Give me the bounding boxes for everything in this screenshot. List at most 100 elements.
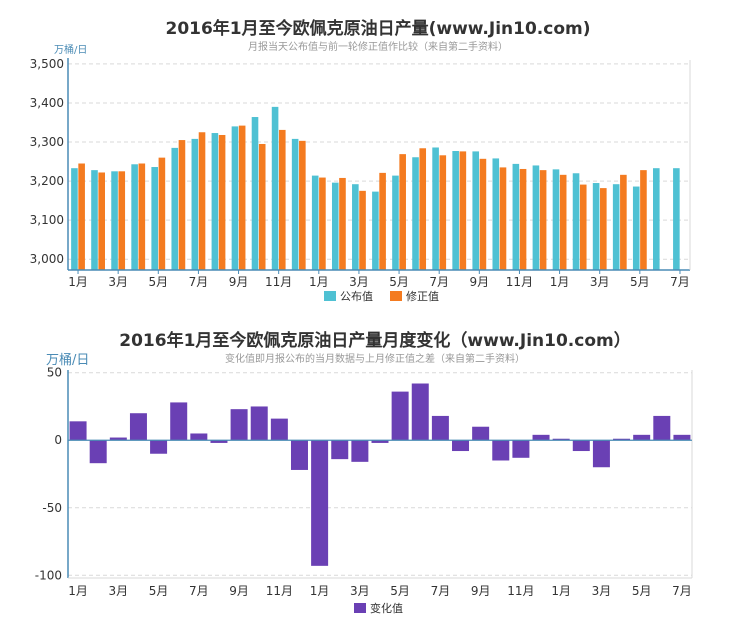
chart2-gridlines [68, 372, 692, 576]
chart2-bar-change [109, 437, 127, 441]
chart1-bar-revised [238, 125, 246, 270]
chart2-title: 2016年1月至今欧佩克原油日产量月度变化（www.Jin10.com） [119, 330, 630, 351]
chart2-bar-change [411, 383, 429, 441]
chart2-x-tick-label: 1月 [68, 584, 88, 598]
chart1-x-tick-label: 1月 [309, 275, 329, 289]
chart2-legend-label-change: 变化值 [370, 601, 403, 615]
chart2-bar-change [431, 415, 449, 441]
chart2-y-tick-label: -50 [42, 501, 62, 515]
chart1-bar-published [532, 165, 540, 270]
chart1-bar-revised [158, 157, 166, 270]
chart2-bar-change [371, 440, 389, 443]
chart1-bar-published [392, 175, 399, 270]
chart2-x-tick-label: 7月 [189, 584, 209, 598]
chart1-x-tick-label: 9月 [470, 275, 490, 289]
chart2-x-tick-label: 3月 [350, 584, 370, 598]
chart2-bar-change [653, 415, 671, 441]
chart2-x-tick-label: 9月 [229, 584, 249, 598]
chart1-bar-revised [258, 143, 266, 270]
chart2-bar-change [613, 438, 631, 441]
chart1-x-tick-label: 11月 [265, 275, 292, 289]
chart1-bar-revised [439, 155, 447, 270]
chart1-bar-revised [459, 151, 467, 270]
chart1-x-tick-label: 5月 [148, 275, 168, 289]
chart1-bar-revised [218, 134, 226, 270]
chart1-unit-label: 万桶/日 [54, 43, 87, 56]
chart2-bar-change [391, 391, 409, 441]
chart2-axes: 50 0 -50 -100 1月 3月 5月 7月 9月 11月 1月 3月 5月 7月 9月 11月 1月 3月… [35, 366, 693, 598]
chart1-bar-published [572, 173, 580, 270]
chart1-y-tick-label: 3,500 [30, 57, 64, 71]
chart2-bar-change [290, 440, 308, 470]
chart1-bar-published [71, 168, 78, 270]
chart2-bars [69, 383, 691, 566]
chart2-x-tick-label: 1月 [551, 584, 571, 598]
chart2-bar-change [210, 440, 228, 443]
chart2-bar-change [311, 440, 329, 566]
chart1-bar-published [331, 182, 339, 270]
chart2-x-tick-label: 5月 [632, 584, 652, 598]
chart1-bar-published [211, 133, 219, 270]
chart1-bars [71, 106, 680, 271]
chart2-bar-change [129, 413, 147, 441]
chart1-x-tick-label: 7月 [429, 275, 449, 289]
chart2-bar-change [592, 440, 610, 468]
chart2-bar-change [633, 434, 651, 441]
chart1-bar-revised [579, 184, 587, 270]
chart2-bar-change [492, 440, 510, 461]
chart1-bar-revised [379, 172, 386, 270]
chart2-bar-change [512, 440, 530, 458]
chart1-legend-swatch-revised [390, 291, 402, 301]
chart1-bar-revised [399, 154, 406, 270]
chart2-x-tick-label: 11月 [507, 584, 534, 598]
chart1-bar-published [612, 184, 620, 270]
chart2-bar-change [250, 406, 268, 441]
chart2-unit-label: 万桶/日 [46, 353, 89, 368]
chart2-bar-change [552, 438, 570, 441]
chart1-x-tick-label: 1月 [550, 275, 570, 289]
chart1-bar-revised [198, 132, 206, 270]
chart2-x-tick-label: 7月 [672, 584, 692, 598]
chart1-bar-published [131, 164, 138, 270]
chart1-bar-published [673, 168, 680, 270]
chart2-bar-change [452, 440, 470, 452]
chart1-legend: 公布值 修正值 [324, 289, 439, 303]
chart1-x-tick-label: 1月 [68, 275, 88, 289]
chart2-legend: 变化值 [354, 601, 403, 615]
chart1-bar-published [111, 171, 118, 270]
chart1-bar-published [472, 151, 480, 270]
chart1-bar-published [432, 147, 439, 270]
chart1-bar-revised [138, 163, 146, 270]
chart2-subtitle: 变化值即月报公布的当月数据与上月修正值之差（来自第二手资料） [225, 352, 525, 365]
chart2-bar-change [351, 440, 369, 462]
chart1-legend-label-published: 公布值 [340, 290, 373, 303]
chart1-bar-published [251, 117, 259, 270]
chart2-x-tick-label: 9月 [471, 584, 491, 598]
chart1-y-tick-label: 3,100 [30, 213, 64, 227]
chart1-x-tick-label: 11月 [506, 275, 533, 289]
chart1-legend-swatch-published [324, 291, 336, 301]
chart1-bar-revised [539, 170, 547, 270]
chart2-y-tick-label: 50 [47, 366, 62, 380]
chart1-title: 2016年1月至今欧佩克原油日产量(www.Jin10.com) [165, 18, 590, 39]
chart1-bar-revised [118, 171, 126, 270]
chart1-bar-published [271, 106, 279, 271]
chart1-bar-revised [78, 163, 85, 270]
chart1-bar-revised [359, 190, 366, 270]
chart1-bar-revised [640, 170, 647, 270]
chart1-subtitle: 月报当天公布值与前一轮修正值作比较（来自第二手资料） [248, 40, 508, 53]
chart1-bar-revised [178, 140, 186, 270]
chart2-x-tick-label: 7月 [431, 584, 451, 598]
chart1-bar-published [311, 175, 319, 270]
chart2-y-tick-label: 0 [54, 433, 62, 447]
chart1-bar-published [552, 169, 560, 270]
chart1-bar-published [632, 186, 640, 270]
chart1-x-tick-label: 3月 [590, 275, 610, 289]
chart2-bar-change [532, 434, 550, 441]
chart1-bar-revised [499, 167, 507, 270]
chart2-bar-change [270, 418, 288, 441]
chart2-x-tick-label: 5月 [390, 584, 410, 598]
chart1-bar-published [372, 191, 379, 270]
chart1-x-tick-label: 3月 [108, 275, 128, 289]
